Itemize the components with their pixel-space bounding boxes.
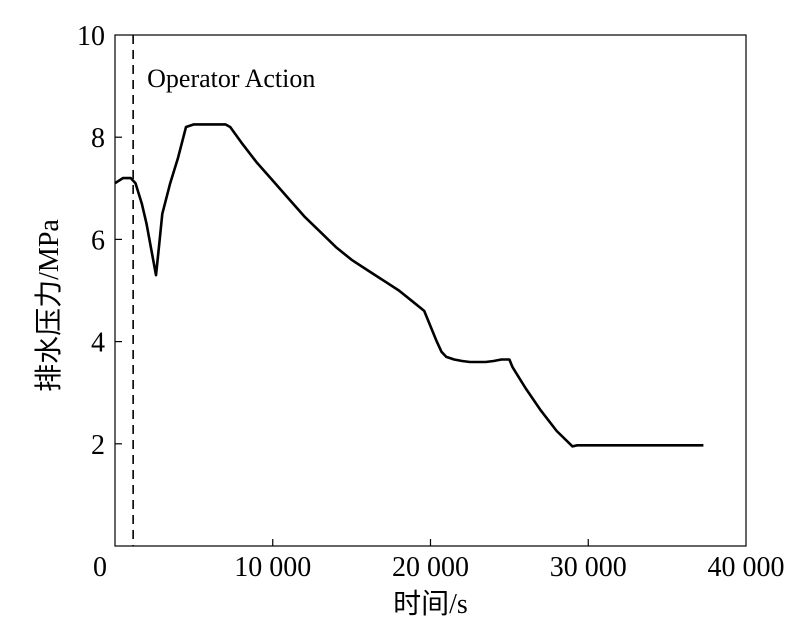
operator-action-label: Operator Action (147, 64, 315, 93)
series-line (114, 123, 704, 448)
x-axis-title: 时间/s (393, 588, 468, 620)
y-axis-title: 排水压力/MPa (33, 219, 65, 392)
tick-marks (115, 136, 589, 546)
y-tick-label: 8 (91, 123, 105, 154)
y-tick-label: 6 (91, 225, 105, 256)
y-tick-label: 2 (91, 430, 105, 461)
y-tick-label: 10 (77, 21, 105, 52)
x-tick-label: 30 000 (550, 552, 627, 583)
tick-labels: 0 10 000 20 000 30 000 40 000 2 4 6 8 10 (77, 21, 785, 583)
x-tick-label: 10 000 (234, 552, 311, 583)
x-tick-label: 0 (93, 552, 107, 583)
x-tick-label: 40 000 (708, 552, 785, 583)
plot-frame (114, 34, 747, 547)
x-tick-label: 20 000 (392, 552, 469, 583)
y-tick-label: 4 (91, 328, 105, 359)
